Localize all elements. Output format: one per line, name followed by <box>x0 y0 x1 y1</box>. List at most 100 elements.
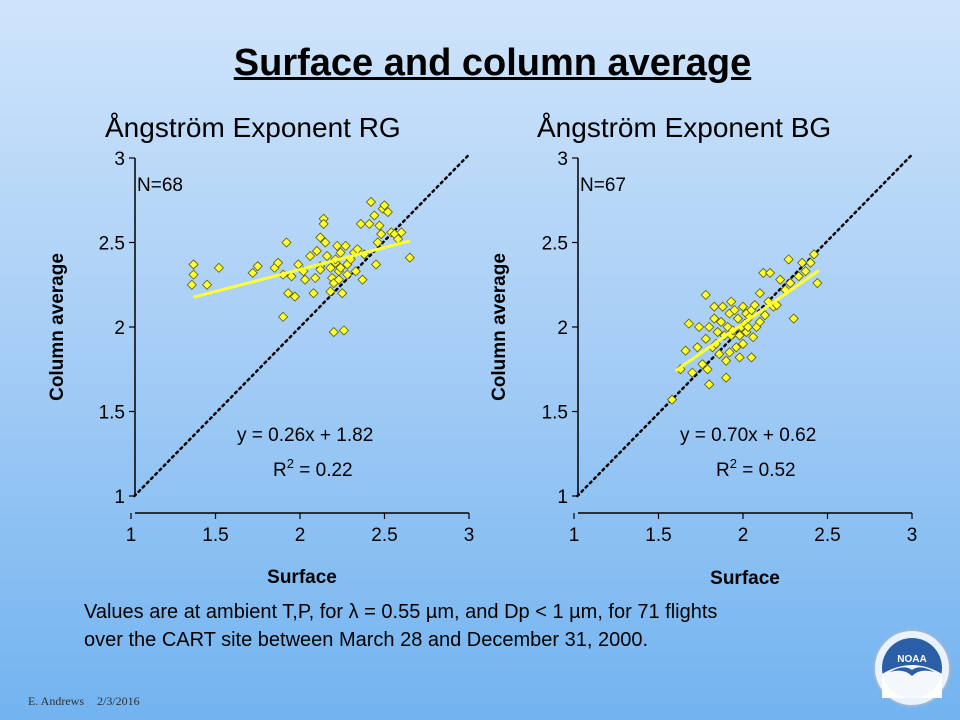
data-point <box>355 218 366 229</box>
data-point <box>213 262 224 273</box>
r-squared-prefix: R <box>716 460 730 481</box>
caption-line-2: over the CART site between March 28 and … <box>84 629 649 651</box>
y-tick-label: 2 <box>557 318 568 339</box>
data-point <box>712 327 723 338</box>
data-point <box>709 313 720 324</box>
r-squared-value: = 0.52 <box>737 460 796 481</box>
data-point <box>340 240 351 251</box>
data-point <box>709 301 720 312</box>
data-point <box>702 364 713 375</box>
y-tick-label: 1 <box>557 487 568 508</box>
data-point <box>754 316 765 327</box>
data-point <box>252 261 263 272</box>
data-point <box>754 288 765 299</box>
fit-line <box>674 269 820 373</box>
data-point <box>310 272 321 284</box>
data-point <box>318 218 329 229</box>
data-point <box>188 259 199 270</box>
r-squared-prefix: R <box>273 460 287 481</box>
data-point <box>315 264 326 275</box>
data-point <box>726 296 737 307</box>
data-point <box>272 257 284 268</box>
data-point <box>764 267 776 278</box>
data-point <box>369 210 380 221</box>
footer-date: 2/3/2016 <box>97 694 140 708</box>
data-point <box>308 288 319 299</box>
y-tick-label: 1 <box>114 487 125 508</box>
data-point <box>724 347 735 358</box>
data-point <box>808 249 820 260</box>
noaa-logo-text: NOAA <box>897 654 926 665</box>
r-squared-superscript: 2 <box>730 456 737 471</box>
data-point <box>721 372 732 383</box>
data-point <box>364 218 375 229</box>
data-point <box>379 200 390 211</box>
x-tick-label: 1.5 <box>645 525 671 546</box>
footer: E. Andrews 2/3/2016 <box>28 694 150 709</box>
data-point <box>687 367 698 378</box>
data-point <box>305 250 316 262</box>
data-point <box>793 271 804 282</box>
r-squared-value: = 0.22 <box>294 460 353 481</box>
r-squared-superscript: 2 <box>287 456 294 471</box>
y-tick-label: 2.5 <box>99 234 125 255</box>
fit-line <box>193 239 411 299</box>
data-point <box>692 342 703 353</box>
data-point <box>746 352 757 363</box>
data-point <box>715 316 727 327</box>
data-point <box>372 237 383 248</box>
data-point <box>350 266 361 277</box>
data-point <box>697 359 708 370</box>
data-point <box>734 330 745 341</box>
one-to-one-line <box>133 153 471 498</box>
data-point <box>797 257 808 268</box>
y-tick-label: 2 <box>114 318 125 339</box>
x-tick-label: 2 <box>295 525 306 546</box>
data-point <box>335 247 346 258</box>
data-point <box>749 299 760 311</box>
data-point <box>300 274 311 285</box>
y-tick-label: 2.5 <box>542 234 568 255</box>
data-point <box>721 355 732 366</box>
data-point <box>247 267 258 278</box>
x-axis-label: Surface <box>710 568 780 589</box>
data-point <box>743 321 754 333</box>
data-point <box>700 333 711 344</box>
data-point <box>783 254 794 265</box>
regression-equation: y = 0.70x + 0.62 <box>680 425 816 446</box>
data-point <box>396 227 407 238</box>
data-point <box>805 257 816 268</box>
x-tick-label: 3 <box>907 525 918 546</box>
data-point <box>785 277 796 289</box>
x-tick-label: 1 <box>569 525 580 546</box>
data-point <box>704 379 715 390</box>
data-point <box>382 207 393 218</box>
data-point <box>731 342 742 353</box>
data-point <box>734 352 745 363</box>
x-tick-label: 2.5 <box>371 525 397 546</box>
noaa-logo-icon: NOAA <box>873 629 951 707</box>
data-point <box>700 289 711 300</box>
data-point <box>188 269 199 280</box>
data-point <box>320 237 331 248</box>
data-point <box>342 269 353 280</box>
y-tick-label: 3 <box>557 149 568 170</box>
data-point <box>315 232 326 243</box>
data-point <box>332 240 343 251</box>
caption: Values are at ambient T,P, for λ = 0.55 … <box>84 598 717 654</box>
data-point <box>186 279 197 290</box>
x-tick-label: 2 <box>738 525 749 546</box>
y-axis-label: Column average <box>489 253 510 401</box>
data-point <box>717 301 728 312</box>
data-point <box>338 325 350 336</box>
data-point <box>683 318 694 329</box>
r-squared-label: R2 = 0.52 <box>716 456 796 481</box>
data-point <box>278 311 289 322</box>
data-point <box>281 237 292 248</box>
data-point <box>812 277 823 289</box>
data-point <box>404 252 415 263</box>
data-point <box>748 332 759 343</box>
y-tick-label: 1.5 <box>542 403 568 424</box>
